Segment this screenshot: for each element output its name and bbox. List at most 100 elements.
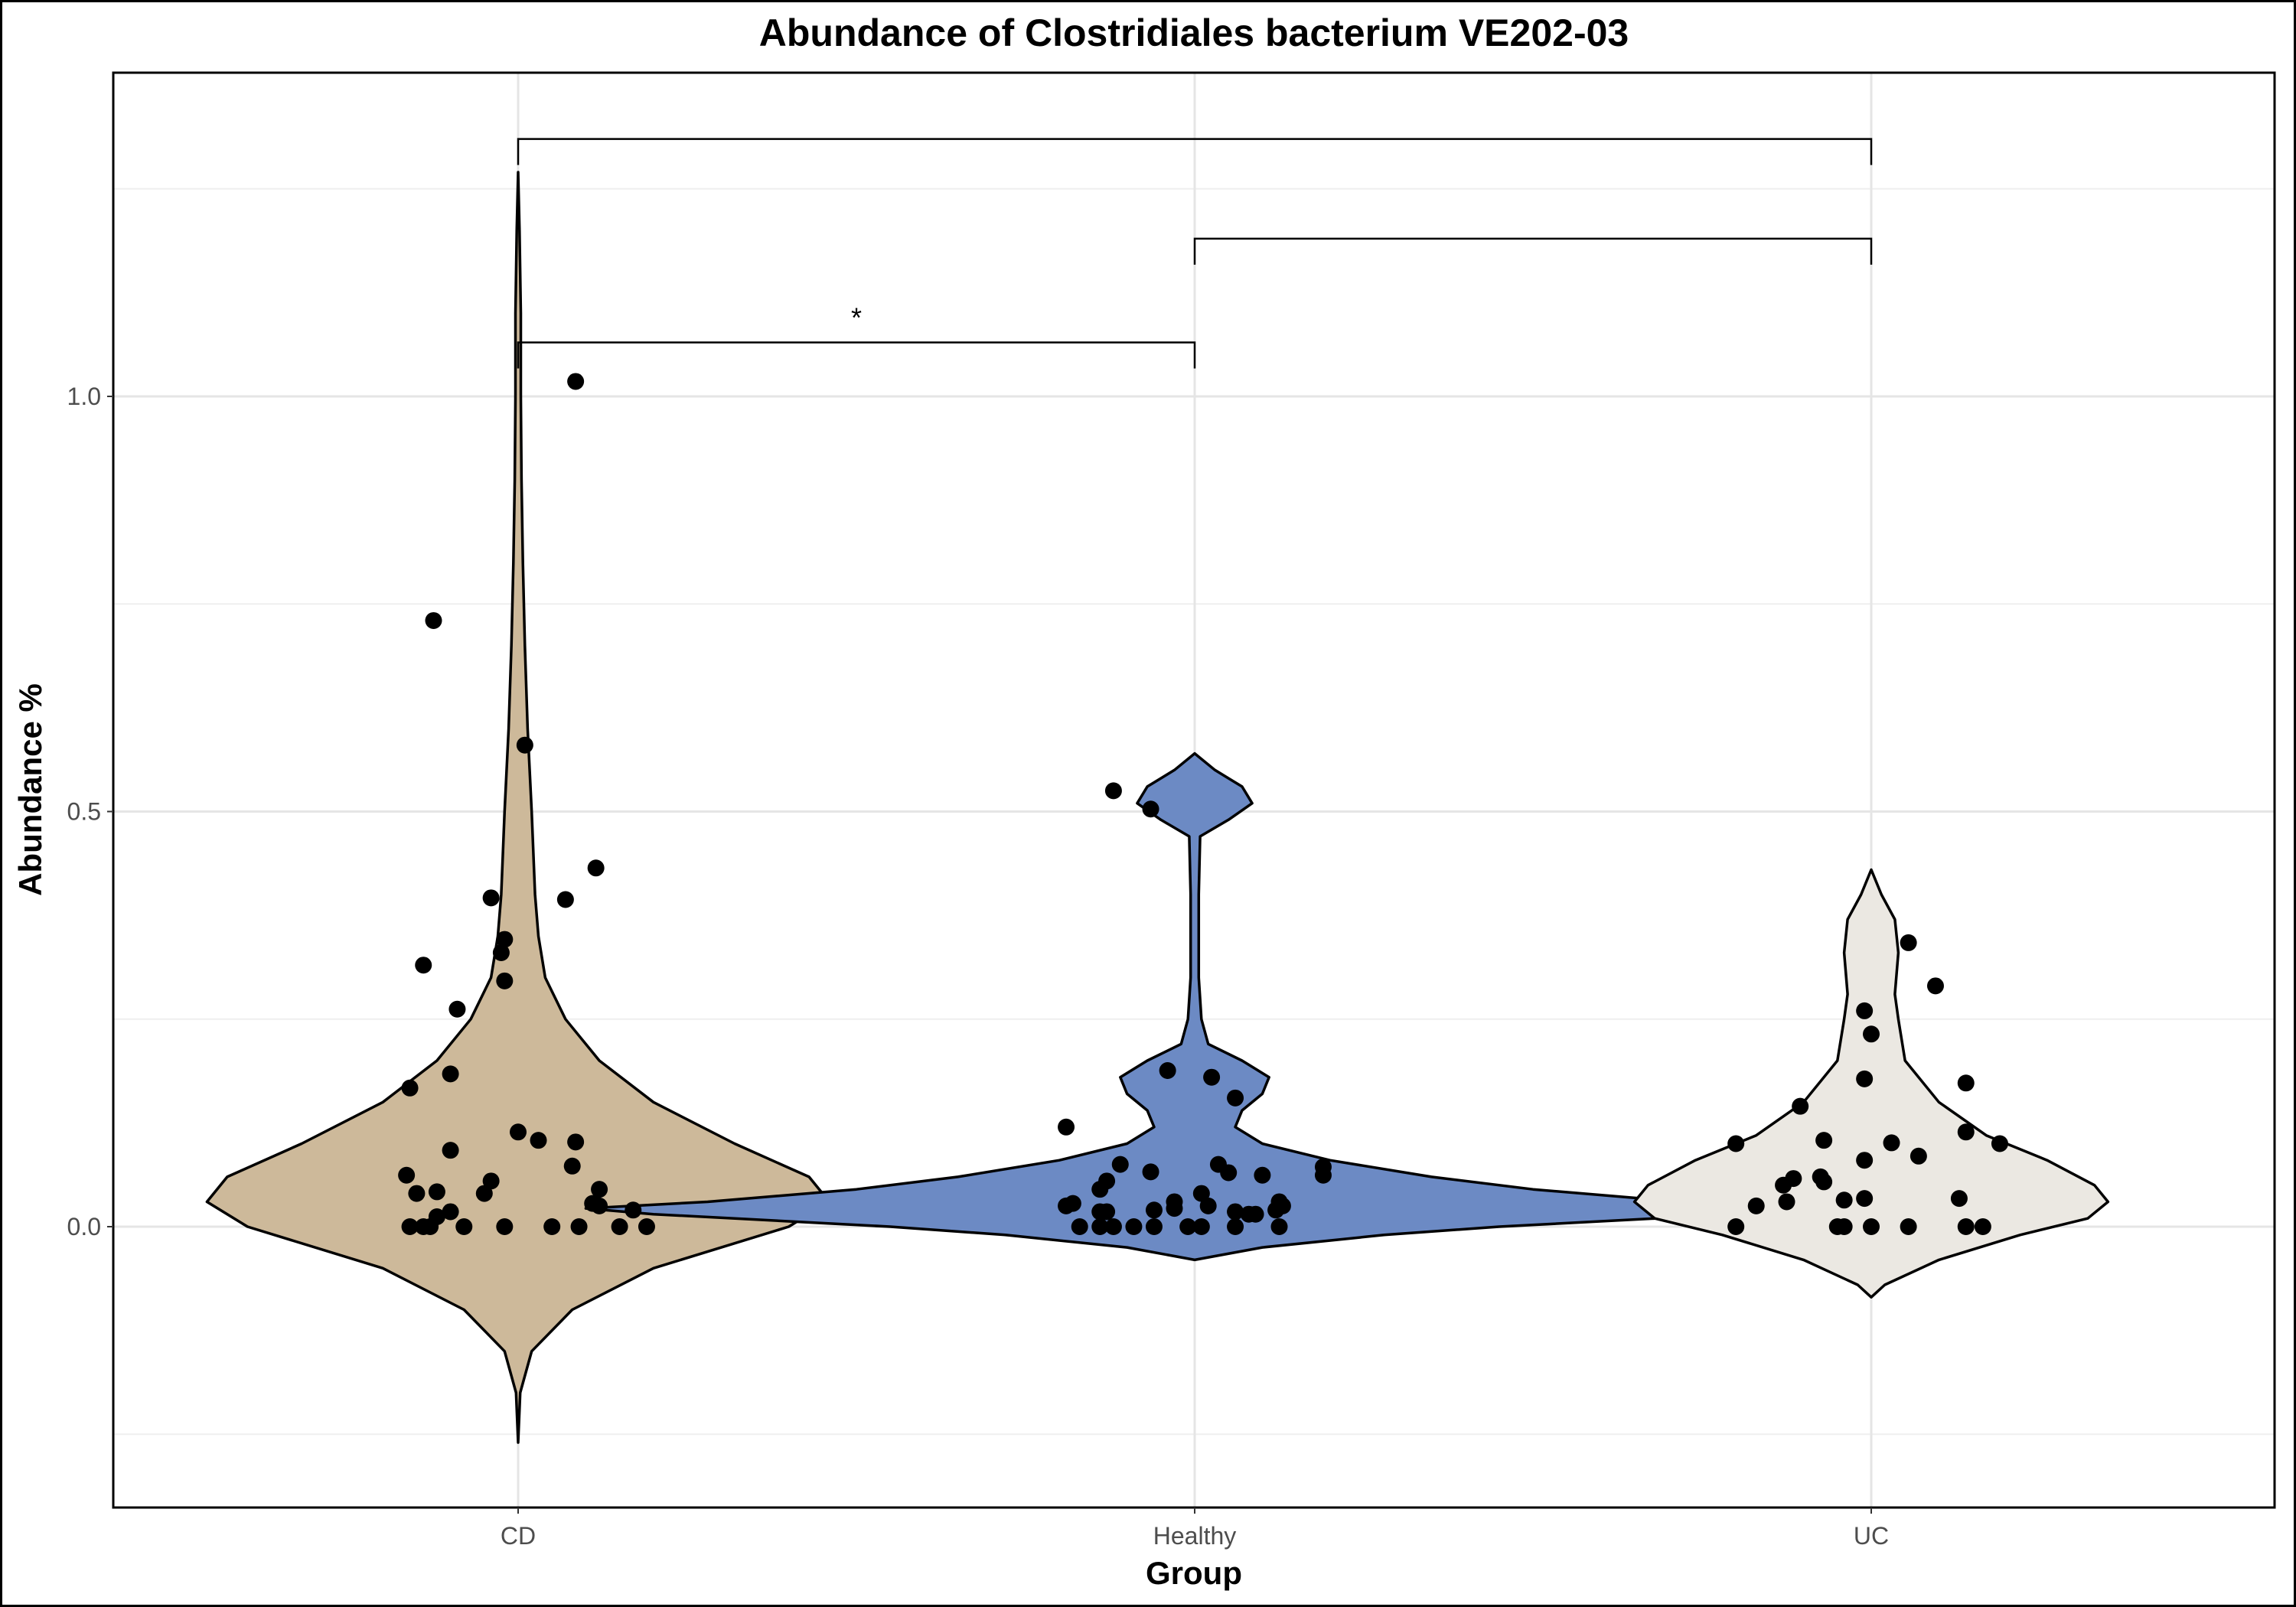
violin-healthy [584,751,1805,1262]
data-point-healthy [1142,1163,1159,1181]
data-point-cd [455,1218,473,1235]
data-point-cd [567,373,585,390]
data-point-healthy [1098,1203,1116,1221]
data-point-healthy [1270,1218,1288,1235]
data-point-uc [1785,1170,1802,1188]
data-point-healthy [1192,1218,1210,1235]
data-point-cd [556,891,574,908]
data-point-cd [398,1166,416,1184]
significance-label: * [851,302,862,333]
data-points [398,373,2008,1235]
data-point-cd [401,1218,419,1235]
data-point-cd [516,736,533,754]
data-point-uc [1856,1070,1874,1087]
y-axis-title: Abundance % [12,683,48,896]
data-point-uc [1835,1218,1853,1235]
data-point-cd [567,1133,585,1151]
data-point-cd [496,931,514,948]
data-point-cd [415,957,432,974]
data-point-cd [563,1157,581,1175]
data-point-healthy [1111,1156,1129,1173]
data-point-cd [587,859,605,877]
data-point-cd [428,1183,445,1201]
violin-cd [205,171,831,1444]
data-point-uc [1950,1190,1968,1208]
y-tick-label: 0.5 [67,798,101,826]
data-point-cd [442,1142,459,1159]
data-point-cd [510,1123,527,1141]
data-point-uc [1835,1191,1853,1209]
data-point-uc [1727,1218,1745,1235]
data-point-healthy [1274,1197,1291,1214]
data-point-cd [482,889,500,907]
significance-brackets: * [517,138,1873,369]
data-point-cd [584,1195,602,1212]
data-point-cd [543,1218,561,1235]
data-point-cd [425,611,442,629]
data-point-cd [611,1218,628,1235]
data-point-healthy [1058,1118,1075,1136]
data-point-healthy [1247,1205,1264,1223]
comparison-bracket [517,138,1873,165]
x-tick-label-uc: UC [1854,1522,1889,1550]
data-point-healthy [1227,1089,1244,1107]
data-point-uc [1863,1218,1880,1235]
data-point-uc [1900,934,1917,951]
data-point-cd [570,1218,588,1235]
data-point-healthy [1071,1218,1088,1235]
data-point-uc [1900,1218,1917,1235]
data-point-uc [1778,1193,1795,1211]
data-point-healthy [1145,1218,1163,1235]
data-point-healthy [1203,1068,1221,1086]
data-point-uc [1957,1074,1975,1092]
x-axis-title: Group [1146,1555,1242,1591]
data-point-uc [1974,1218,1991,1235]
data-point-healthy [1227,1218,1244,1235]
data-point-healthy [1179,1218,1197,1235]
data-point-uc [1856,1190,1874,1208]
data-point-healthy [1166,1193,1183,1211]
chart-title: Abundance of Clostridiales bacterium VE2… [759,11,1629,54]
data-point-uc [1815,1173,1833,1191]
data-point-uc [1856,1002,1874,1019]
data-point-cd [401,1079,419,1097]
data-point-healthy [1254,1166,1271,1184]
data-point-uc [1910,1147,1927,1165]
data-point-cd [496,1218,514,1235]
y-tick-label: 0.0 [67,1213,101,1240]
data-point-healthy [1199,1197,1217,1214]
data-point-uc [1926,977,1944,995]
data-point-healthy [1227,1203,1244,1221]
data-point-cd [442,1203,459,1221]
data-point-uc [1747,1197,1765,1214]
data-point-uc [1863,1025,1880,1043]
x-tick-label-healthy: Healthy [1153,1522,1237,1550]
data-point-cd [496,972,514,989]
data-point-cd [492,944,510,961]
data-point-healthy [1314,1166,1332,1184]
data-point-healthy [1091,1218,1109,1235]
data-point-uc [1957,1218,1975,1235]
data-point-healthy [1142,800,1159,818]
data-point-cd [625,1201,642,1219]
data-point-cd [530,1132,547,1149]
data-point-uc [1792,1097,1809,1115]
data-point-healthy [1145,1201,1163,1219]
data-point-healthy [1064,1195,1081,1212]
data-point-healthy [1220,1164,1238,1182]
data-point-cd [428,1208,445,1225]
data-point-healthy [1125,1218,1143,1235]
data-point-uc [1991,1135,2008,1152]
data-point-cd [442,1065,459,1083]
data-point-healthy [1104,1218,1122,1235]
data-point-uc [1856,1152,1874,1169]
data-point-cd [475,1185,493,1202]
data-point-cd [638,1218,655,1235]
data-point-cd [408,1185,426,1202]
data-point-uc [1957,1123,1975,1141]
data-point-uc [1815,1132,1833,1149]
data-point-cd [482,1172,500,1190]
data-point-healthy [1192,1185,1210,1202]
data-point-uc [1883,1134,1900,1152]
